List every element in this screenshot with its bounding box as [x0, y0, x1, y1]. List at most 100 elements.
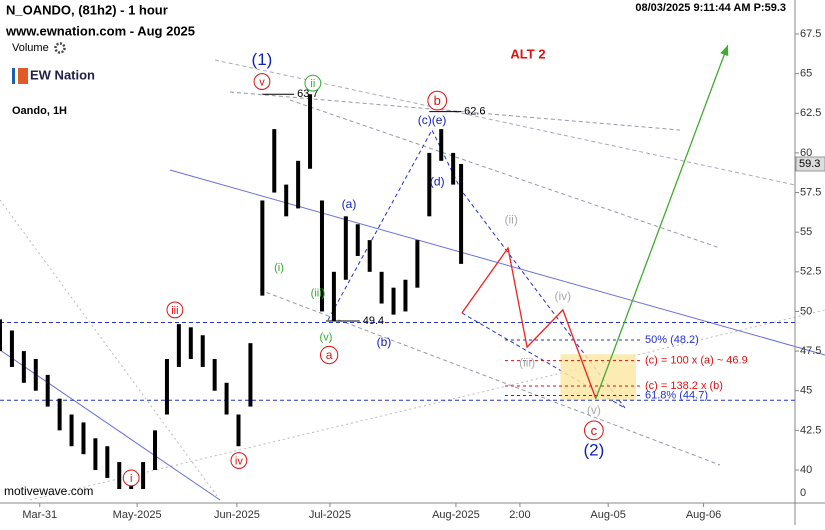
- price-bar: [188, 327, 193, 360]
- wave-circle: [166, 301, 184, 319]
- subtitle: www.ewnation.com - Aug 2025: [5, 23, 195, 38]
- price-bar: [57, 398, 62, 431]
- price-bar: [93, 438, 98, 470]
- fib-label: (c) = 100 x (a) ~ 46.9: [645, 355, 748, 367]
- price-bar: [331, 271, 336, 321]
- x-tick-label: Mar-31: [22, 509, 57, 521]
- price-bar: [164, 359, 169, 415]
- wave-label: (b): [377, 335, 392, 349]
- wave-label: (d): [430, 175, 445, 189]
- watermark: motivewave.com: [4, 484, 93, 498]
- price-bar: [451, 152, 456, 185]
- last-price-box: [795, 156, 825, 172]
- price-bar: [9, 330, 14, 367]
- x-tick-label: Aug-06: [686, 509, 721, 521]
- wave-label: iii: [171, 305, 178, 317]
- wave-label: i: [130, 473, 132, 485]
- volume-tick-label: 0: [800, 487, 806, 499]
- logo-mark: [12, 68, 15, 84]
- price-bar: [45, 374, 50, 407]
- price-bar: [355, 224, 360, 256]
- price-bar: [33, 359, 38, 391]
- price-bar: [153, 430, 158, 470]
- wave-label: (v): [587, 403, 601, 417]
- price-bar: [284, 184, 289, 217]
- y-tick-label: 45: [800, 385, 812, 397]
- wave-circle: [584, 420, 604, 441]
- price-bar: [319, 200, 324, 312]
- wave-label: ii: [310, 78, 315, 90]
- price-label: 49.4: [363, 315, 384, 327]
- price-bar: [69, 414, 74, 447]
- projection-line: [461, 246, 597, 399]
- fib-label: 61.8% (44.7): [645, 389, 708, 401]
- x-tick-label: May-2025: [113, 509, 162, 521]
- wave-circle: [122, 469, 140, 487]
- x-tick-label: Jul-2025: [309, 509, 351, 521]
- wave-label: (a): [342, 197, 357, 211]
- price-bar: [105, 446, 110, 478]
- wave-label: (1): [252, 50, 273, 69]
- price-bar: [117, 462, 122, 490]
- wave-label: (i): [274, 262, 284, 274]
- volume-label: Volume: [12, 42, 49, 54]
- logo-text: EW Nation: [30, 67, 95, 82]
- y-tick-label: 57.5: [800, 186, 821, 198]
- price-bar: [459, 164, 464, 264]
- y-tick-label: 47.5: [800, 345, 821, 357]
- wave-circle: [427, 90, 448, 111]
- price-bar: [415, 240, 420, 288]
- price-bar: [260, 200, 265, 296]
- wave-line: [327, 128, 626, 409]
- x-tick-label: Aug-05: [590, 509, 625, 521]
- wave-label: iv: [235, 455, 243, 467]
- fib-label: 50% (48.2): [645, 334, 699, 346]
- settings-icon[interactable]: [54, 42, 66, 54]
- price-bar: [141, 462, 146, 490]
- x-tick-label: 2:00: [509, 509, 530, 521]
- wave-label: c: [591, 423, 598, 438]
- y-tick-label: 52.5: [800, 266, 821, 278]
- x-tick-label: Jun-2025: [214, 509, 260, 521]
- price-bar: [0, 319, 2, 352]
- last-price-label: 59.3: [799, 158, 820, 170]
- price-bar: [248, 343, 253, 407]
- scenario-label: ALT 2: [510, 46, 545, 61]
- wave-label: (iii): [311, 287, 326, 299]
- dotted-line: [29, 309, 825, 501]
- fib-label: (c) = 138.2 x (b): [645, 380, 723, 392]
- dashed-line: [229, 91, 681, 131]
- logo-mark: [18, 68, 28, 84]
- wave-label: b: [434, 93, 441, 108]
- wave-label: a: [326, 348, 333, 362]
- dashed-line: [289, 99, 721, 249]
- price-bar: [403, 279, 408, 312]
- price-bar: [81, 422, 86, 455]
- timestamp: 08/03/2025 9:11:44 AM P:59.3: [635, 2, 786, 14]
- chart-title: N_OANDO, (81h2) - 1 hour: [6, 2, 168, 17]
- wave-label: (iii): [519, 355, 535, 369]
- projection-line: [595, 44, 729, 399]
- price-bar: [367, 240, 372, 272]
- wave-circle: [304, 74, 322, 92]
- price-bar: [439, 129, 444, 161]
- price-bar: [296, 160, 301, 209]
- y-tick-label: 40: [800, 464, 812, 476]
- wave-label: v: [259, 76, 265, 88]
- price-label: 62.6: [464, 106, 485, 118]
- dashed-line: [259, 289, 721, 466]
- price-bar: [236, 414, 241, 447]
- price-bar: [224, 382, 229, 415]
- price-bar: [212, 359, 217, 391]
- price-bar: [343, 216, 348, 280]
- wave-label: (c)(e): [418, 113, 447, 127]
- y-tick-label: 67.5: [800, 28, 821, 40]
- price-bar: [379, 271, 384, 304]
- y-tick-label: 42.5: [800, 424, 821, 436]
- wave-label: (iv): [555, 289, 572, 303]
- wave-label: (v): [320, 332, 333, 344]
- y-tick-label: 60: [800, 147, 812, 159]
- wave-circle: [253, 73, 271, 90]
